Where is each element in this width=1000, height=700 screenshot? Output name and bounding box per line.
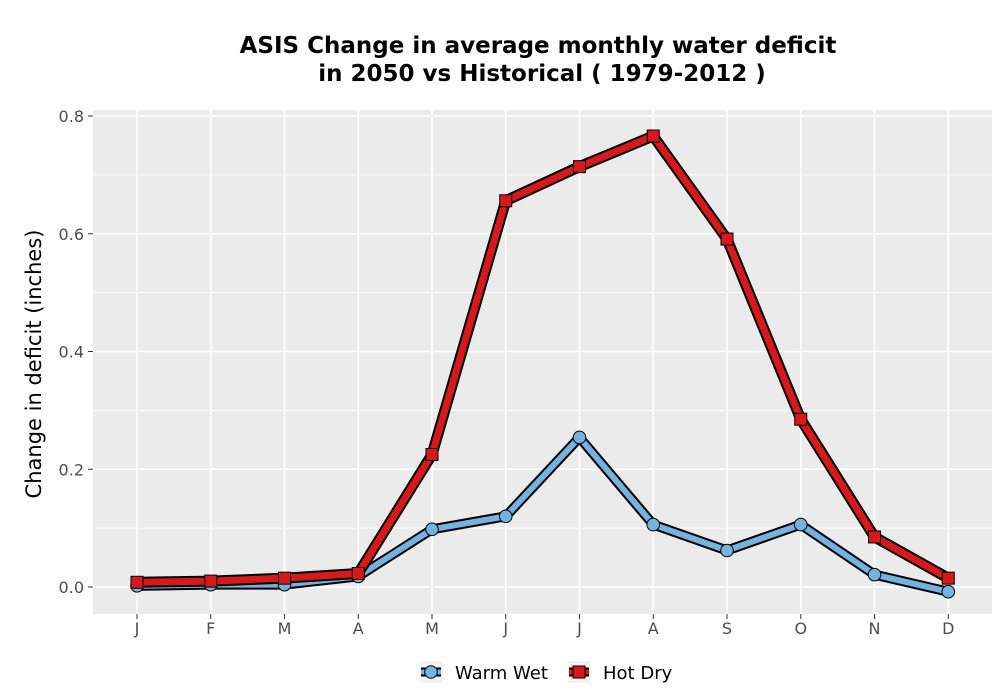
series-line-warm-wet xyxy=(134,434,952,595)
x-tick-label: S xyxy=(722,619,732,638)
y-tick-label: 0.6 xyxy=(59,225,84,244)
y-tick-label: 0.8 xyxy=(59,107,84,126)
x-tick-label: J xyxy=(502,619,508,638)
data-point-warm-wet xyxy=(572,430,587,445)
data-point-hot-dry xyxy=(868,530,881,544)
legend-label-warm-wet: Warm Wet xyxy=(455,663,548,684)
plot-panel xyxy=(93,110,992,614)
chart-title-line-1: ASIS Change in average monthly water def… xyxy=(240,33,837,59)
data-point-hot-dry xyxy=(720,232,734,246)
x-tick-label: D xyxy=(942,619,954,638)
series-layer xyxy=(130,129,956,599)
data-point-hot-dry xyxy=(278,571,291,585)
legend-key-marker-hot-dry xyxy=(572,665,586,679)
axis-layer: 0.0 0.2 0.4 0.6 0.8 J F M A M J J A S O N D xyxy=(59,107,955,638)
data-point-hot-dry xyxy=(499,194,513,208)
x-tick-label: A xyxy=(648,619,659,638)
legend-key-marker-warm-wet xyxy=(424,665,438,679)
data-point-hot-dry xyxy=(204,574,218,588)
x-tick-label: A xyxy=(353,619,364,638)
data-point-hot-dry xyxy=(130,575,144,589)
data-point-warm-wet xyxy=(720,543,734,558)
y-tick-label: 0.0 xyxy=(59,578,84,597)
y-tick-label: 0.2 xyxy=(59,460,84,479)
data-point-warm-wet xyxy=(498,509,513,524)
data-point-hot-dry xyxy=(794,412,808,426)
legend-label-hot-dry: Hot Dry xyxy=(603,663,673,684)
data-point-hot-dry xyxy=(351,566,365,580)
y-axis-title: Change in deficit (inches) xyxy=(22,230,46,499)
x-tick-label: M xyxy=(425,619,439,638)
series-line-hot-dry xyxy=(133,132,952,586)
y-tick-label: 0.4 xyxy=(59,343,84,362)
x-tick-label: M xyxy=(278,619,292,638)
x-tick-label: N xyxy=(869,619,881,638)
data-point-warm-wet xyxy=(646,517,661,532)
data-point-hot-dry xyxy=(646,129,660,143)
data-point-hot-dry xyxy=(941,571,955,585)
data-point-warm-wet xyxy=(425,522,439,537)
data-point-warm-wet xyxy=(941,584,956,599)
data-point-warm-wet xyxy=(867,567,882,582)
legend: Warm Wet Hot Dry xyxy=(420,661,673,684)
data-point-hot-dry xyxy=(573,160,586,174)
x-tick-label: F xyxy=(206,619,215,638)
chart-title-line-2: in 2050 vs Historical ( 1979-2012 ) xyxy=(318,61,765,87)
x-tick-label: J xyxy=(576,619,582,638)
data-point-hot-dry xyxy=(425,448,439,462)
data-point-warm-wet xyxy=(793,517,808,532)
x-tick-label: J xyxy=(134,619,140,638)
x-tick-label: O xyxy=(794,619,807,638)
